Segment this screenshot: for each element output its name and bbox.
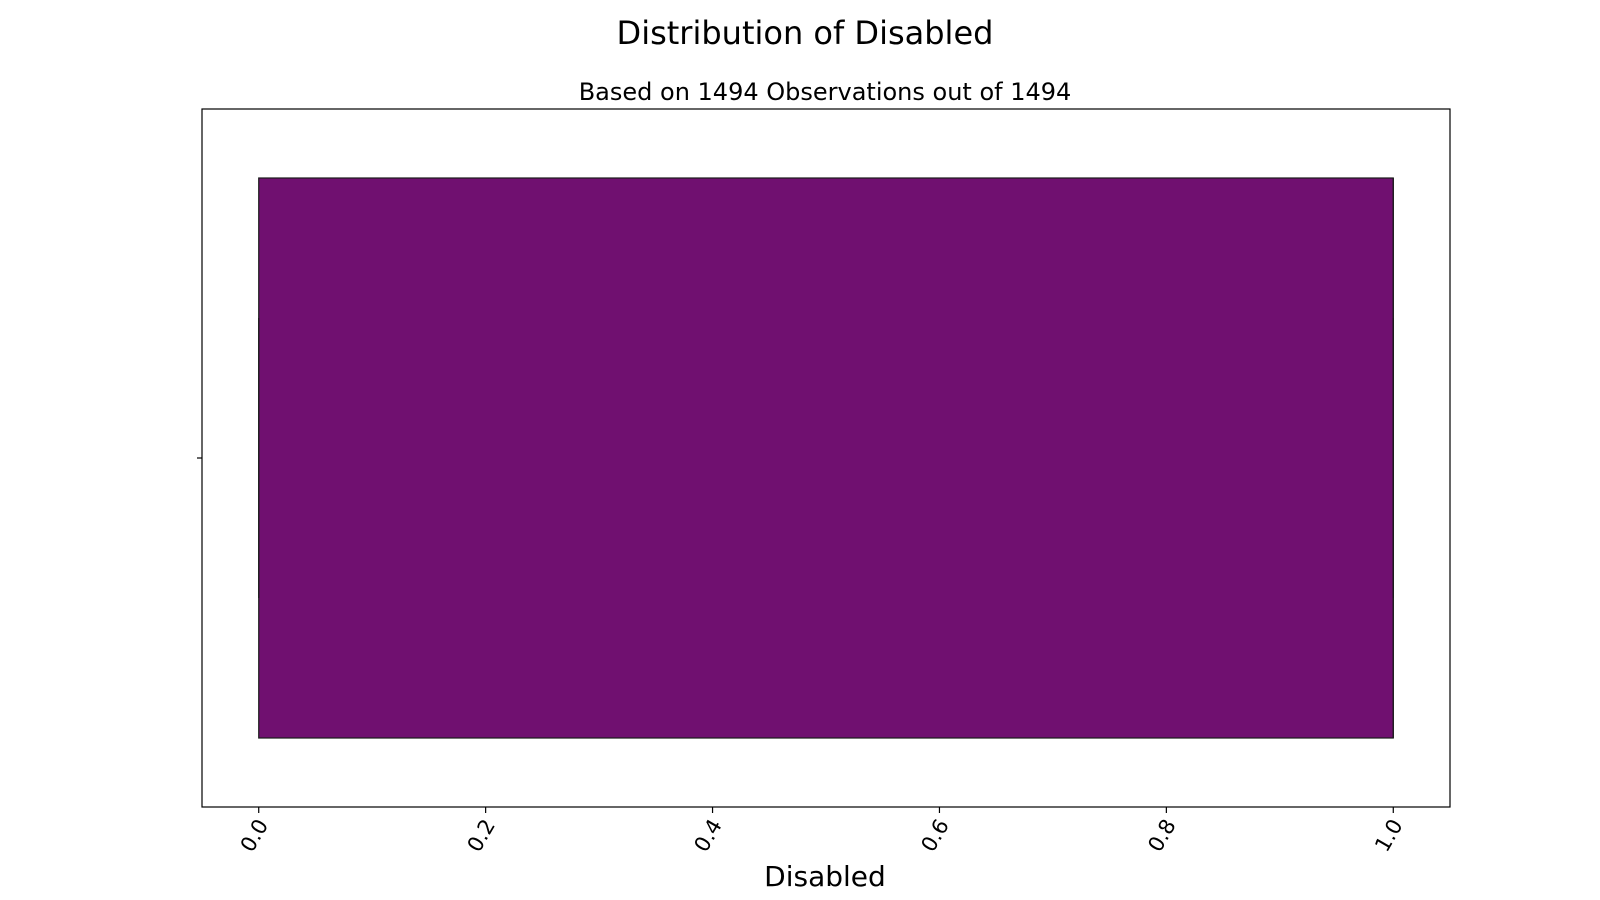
x-axis-label: Disabled	[764, 860, 886, 893]
chart-title: Distribution of Disabled	[617, 14, 994, 52]
x-axis-ticks: 0.0 0.2 0.4 0.6 0.8 1.0	[236, 807, 1408, 856]
x-tick-label: 0.0	[236, 815, 273, 856]
marks-layer	[258, 177, 1394, 739]
x-tick-label: 0.8	[1143, 815, 1180, 856]
chart-subtitle: Based on 1494 Observations out of 1494	[579, 78, 1072, 106]
x-tick-label: 0.4	[689, 815, 726, 856]
x-tick-label: 1.0	[1370, 815, 1407, 856]
x-tick-label: 0.2	[463, 815, 500, 856]
x-tick-label: 0.6	[916, 815, 953, 856]
box	[258, 177, 1394, 739]
